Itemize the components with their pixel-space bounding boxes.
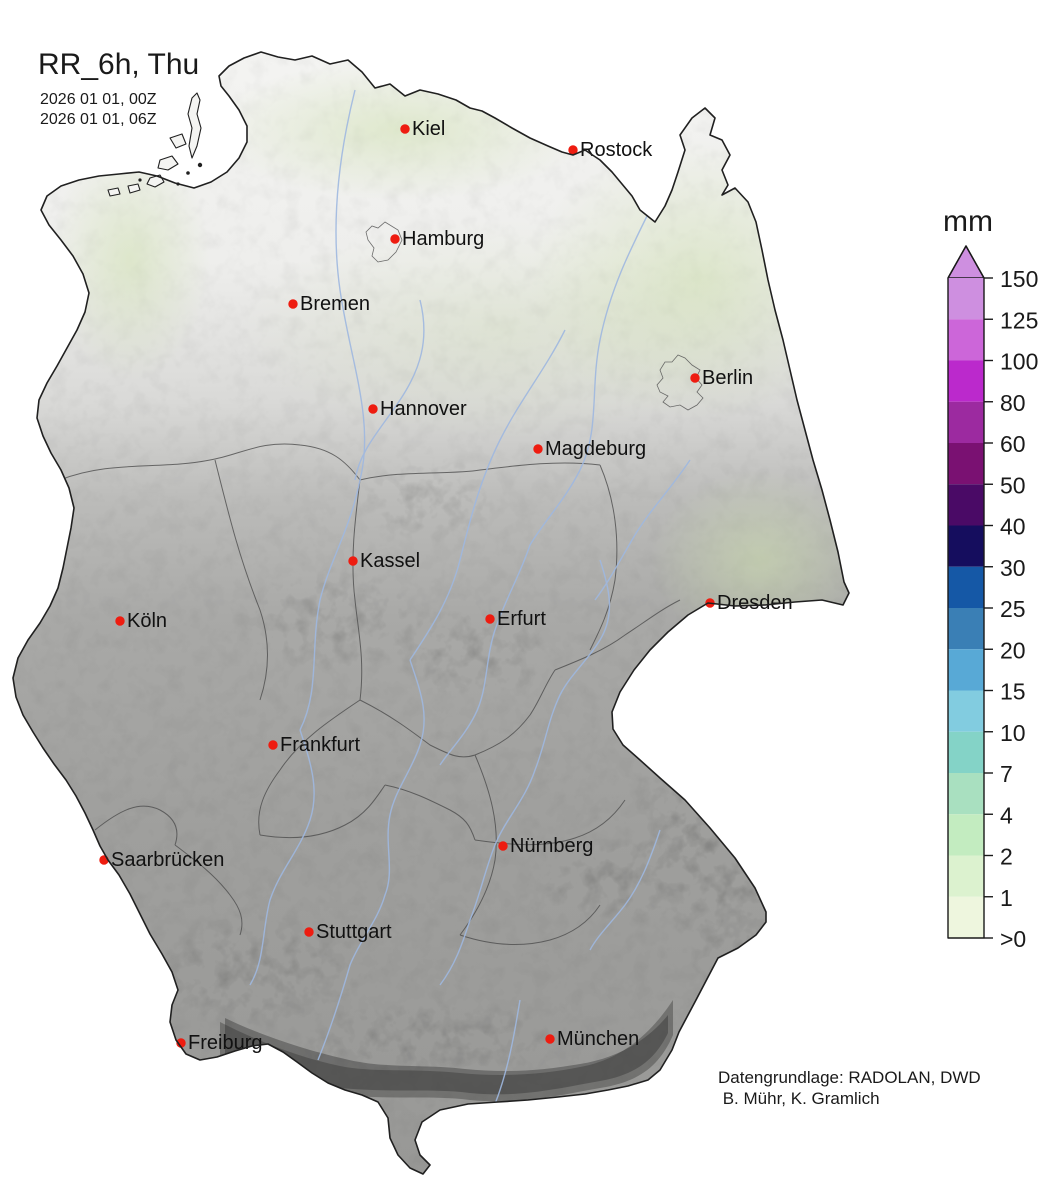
svg-text:Nürnberg: Nürnberg — [510, 835, 593, 857]
svg-text:Hamburg: Hamburg — [402, 228, 484, 250]
svg-text:Berlin: Berlin — [702, 367, 753, 389]
svg-text:Bremen: Bremen — [300, 293, 370, 315]
svg-text:Rostock: Rostock — [580, 139, 653, 161]
svg-text:Freiburg: Freiburg — [188, 1032, 262, 1054]
svg-text:Frankfurt: Frankfurt — [280, 734, 360, 756]
svg-text:Saarbrücken: Saarbrücken — [111, 849, 224, 871]
svg-text:Stuttgart: Stuttgart — [316, 921, 392, 943]
svg-text:Kassel: Kassel — [360, 550, 420, 572]
svg-text:Köln: Köln — [127, 610, 167, 632]
svg-text:München: München — [557, 1028, 639, 1050]
svg-text:Magdeburg: Magdeburg — [545, 438, 646, 460]
svg-text:Erfurt: Erfurt — [497, 608, 546, 630]
svg-text:Hannover: Hannover — [380, 398, 467, 420]
svg-text:Kiel: Kiel — [412, 118, 445, 140]
